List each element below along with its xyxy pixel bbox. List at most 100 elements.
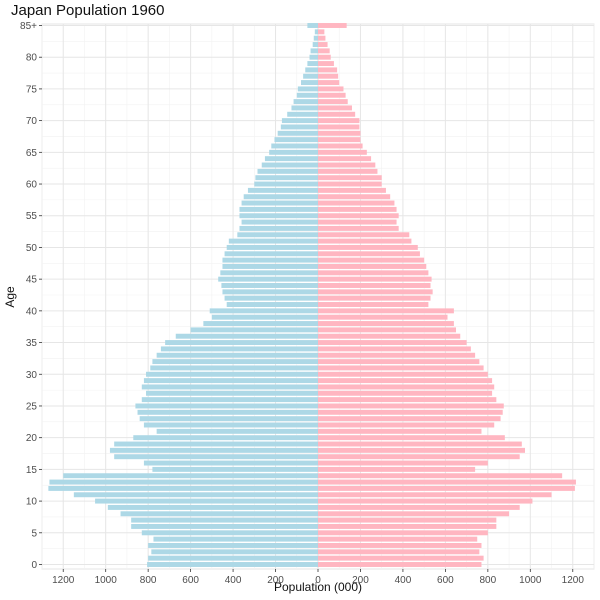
female-bar	[318, 238, 412, 244]
male-bar	[73, 492, 318, 498]
female-bar	[318, 460, 488, 466]
female-bar	[318, 244, 418, 250]
female-bar	[318, 543, 482, 548]
male-bar	[120, 511, 318, 517]
male-bar	[224, 251, 318, 257]
female-bar	[318, 536, 478, 542]
y-tick-label: 65	[26, 148, 38, 159]
female-bar	[318, 562, 482, 567]
male-bar	[48, 485, 318, 491]
female-bar	[318, 232, 410, 238]
female-bar	[318, 498, 533, 504]
y-tick-label: 20	[26, 433, 38, 444]
male-bar	[222, 257, 318, 263]
female-bar	[318, 485, 575, 491]
male-bar	[114, 454, 318, 460]
male-bar	[141, 384, 318, 390]
male-bar	[221, 283, 318, 288]
male-bar	[143, 422, 318, 428]
female-bar	[318, 162, 376, 168]
male-bar	[271, 143, 318, 149]
female-bar	[318, 492, 552, 498]
female-bar	[318, 511, 510, 517]
x-tick-label: 1000	[519, 575, 542, 586]
male-bar	[228, 238, 318, 244]
male-bar	[222, 289, 318, 295]
female-bar	[318, 416, 501, 422]
female-bar	[318, 549, 480, 555]
female-bar	[318, 251, 420, 257]
male-bar	[63, 473, 318, 479]
female-bar	[318, 130, 361, 136]
female-bar	[318, 73, 339, 79]
x-tick-label: 600	[437, 575, 454, 586]
female-bar	[318, 143, 363, 149]
male-bar	[281, 118, 318, 124]
male-bar	[254, 181, 318, 187]
female-bar	[318, 175, 382, 181]
female-bar	[318, 270, 429, 276]
male-bar	[280, 124, 318, 130]
female-bar	[318, 276, 432, 282]
y-tick-label: 5	[31, 528, 37, 539]
y-tick-label: 40	[26, 306, 38, 317]
male-bar	[148, 543, 318, 548]
female-bar	[318, 35, 326, 41]
male-bar	[239, 206, 318, 212]
female-bar	[318, 403, 504, 409]
y-tick-label: 70	[26, 116, 38, 127]
x-axis-title: Population (000)	[274, 580, 362, 594]
male-bar	[156, 428, 318, 434]
male-bar	[150, 365, 318, 371]
female-bar	[318, 390, 493, 396]
male-bar	[243, 194, 318, 200]
female-bar	[318, 54, 331, 60]
male-bar	[310, 48, 318, 54]
male-bar	[314, 29, 318, 35]
male-bar	[218, 276, 318, 282]
female-bar	[318, 289, 433, 295]
female-bar	[318, 295, 431, 301]
male-bar	[305, 67, 318, 73]
female-bar	[318, 479, 576, 485]
male-bar	[307, 23, 318, 28]
male-bar	[224, 295, 318, 301]
male-bar	[156, 352, 318, 358]
female-bar	[318, 504, 520, 510]
male-bar	[151, 549, 318, 555]
male-bar	[269, 149, 318, 155]
female-bar	[318, 200, 395, 206]
male-bar	[141, 530, 318, 536]
male-bar	[139, 416, 318, 422]
y-tick-label: 15	[26, 465, 38, 476]
male-bar	[135, 403, 318, 409]
female-bar	[318, 409, 503, 415]
male-bar	[261, 162, 318, 168]
y-tick-label: 0	[31, 560, 37, 571]
y-tick-label: 25	[26, 401, 38, 412]
male-bar	[107, 504, 318, 510]
male-bar	[165, 340, 318, 346]
y-tick-label: 60	[26, 180, 38, 191]
male-bar	[297, 86, 318, 92]
female-bar	[318, 283, 431, 288]
female-bar	[318, 371, 488, 377]
male-bar	[152, 359, 318, 365]
male-bar	[152, 466, 318, 472]
female-bar	[318, 29, 325, 35]
x-tick-label: 800	[140, 575, 157, 586]
y-axis-ticks: 0 5 10 15 20 25 30 35 40 45 50 55 60 65 70 75 80 85+	[20, 21, 42, 571]
female-bar	[318, 346, 471, 352]
female-bar	[318, 340, 467, 346]
male-bar	[131, 517, 318, 523]
female-bar	[318, 61, 334, 67]
male-bar	[114, 441, 318, 447]
female-bar	[318, 333, 461, 339]
y-tick-label: 10	[26, 497, 38, 508]
female-bar	[318, 181, 382, 187]
y-tick-label: 80	[26, 53, 38, 64]
x-tick-label: 400	[225, 575, 242, 586]
male-bar	[274, 137, 318, 143]
female-bar	[318, 314, 448, 320]
female-bar	[318, 67, 338, 73]
